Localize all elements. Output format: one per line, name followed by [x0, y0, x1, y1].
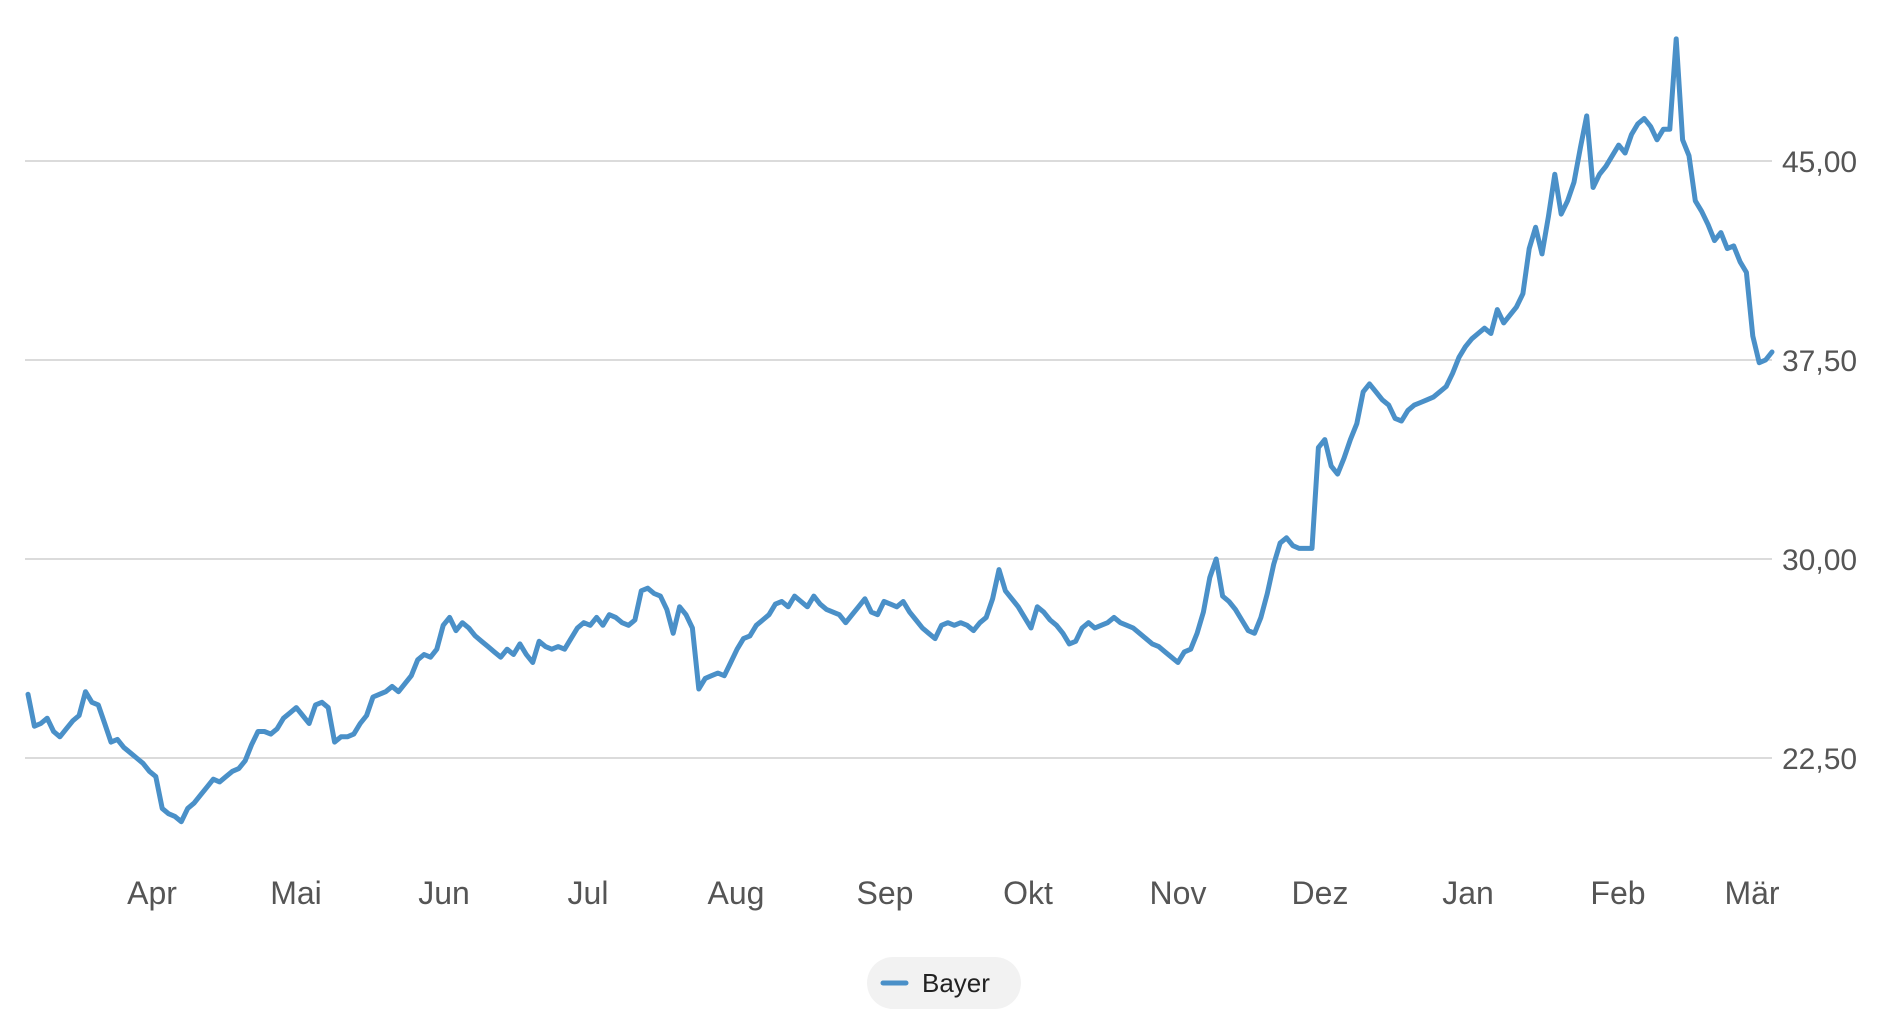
x-tick-label: Mär [1724, 875, 1779, 911]
bayer-price-line [25, 36, 1775, 825]
y-tick-label: 22,50 [1782, 743, 1857, 776]
legend[interactable]: Bayer [867, 957, 1021, 1009]
x-tick-label: Jun [418, 875, 470, 911]
y-tick-label: 45,00 [1782, 146, 1857, 179]
legend-pill[interactable] [867, 957, 1021, 1009]
x-axis-tick-labels: Apr Mai Jun Jul Aug Sep Okt Nov Dez Jan Feb Mär [127, 875, 1780, 911]
y-tick-label: 30,00 [1782, 544, 1857, 577]
x-tick-label: Jan [1442, 875, 1494, 911]
y-axis-tick-labels: 22,50 30,00 37,50 45,00 [1782, 146, 1857, 776]
x-tick-label: Dez [1292, 875, 1349, 911]
y-tick-label: 37,50 [1782, 345, 1857, 378]
x-tick-label: Aug [708, 875, 765, 911]
x-tick-label: Nov [1150, 875, 1207, 911]
grid-lines [25, 160, 1772, 759]
x-tick-label: Apr [127, 875, 177, 911]
x-tick-label: Jul [568, 875, 609, 911]
x-tick-label: Feb [1590, 875, 1645, 911]
x-tick-label: Mai [270, 875, 322, 911]
x-tick-label: Sep [857, 875, 914, 911]
legend-label-bayer: Bayer [922, 968, 990, 998]
x-tick-label: Okt [1003, 875, 1053, 911]
